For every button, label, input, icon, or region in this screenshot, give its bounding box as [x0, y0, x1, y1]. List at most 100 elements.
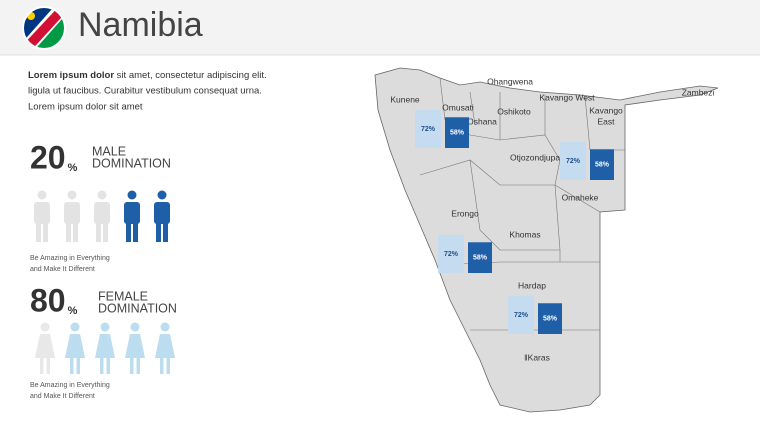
region-label: Khomas: [509, 229, 540, 239]
callout-bar: [508, 295, 534, 334]
region-label: Otjozondjupa: [510, 152, 560, 162]
callout-label: 72%: [421, 126, 436, 133]
female-icon: [35, 322, 55, 374]
region-label: Kunene: [390, 94, 420, 104]
region-label: Hardap: [518, 280, 546, 290]
icon-body: [124, 202, 140, 224]
region-borders: [419, 77, 625, 331]
stat-unit: %: [68, 305, 78, 317]
male-icon: [34, 190, 50, 242]
icon-leg: [166, 358, 170, 374]
callout-label: 58%: [450, 129, 465, 136]
icon-head: [160, 322, 170, 332]
intro-text: sit amet, consectetur adipiscing elit.: [114, 70, 267, 81]
callout-bar: [590, 149, 614, 180]
icon-leg: [36, 220, 41, 242]
callout-label: 72%: [514, 312, 529, 319]
icon-leg: [96, 220, 101, 242]
icon-leg: [156, 220, 161, 242]
male-icon: [124, 190, 140, 242]
callout-bar: [468, 242, 492, 273]
stat-caption: Be Amazing in Everything: [30, 382, 110, 389]
callout-label: 58%: [543, 315, 558, 322]
icon-leg: [163, 220, 168, 242]
icon-head: [67, 190, 77, 200]
stat-label: DOMINATION: [98, 301, 177, 315]
flag: [22, 6, 66, 50]
stat-value: 20: [30, 139, 66, 175]
region-label: Kavango West: [539, 92, 595, 102]
region-label: Omusati: [442, 102, 474, 112]
icon-body: [154, 202, 170, 224]
icon-body: [94, 202, 110, 224]
icon-head: [127, 190, 137, 200]
callout-bar: [415, 109, 441, 148]
callout-bar: [538, 303, 562, 334]
stat-caption: and Make It Different: [30, 393, 95, 400]
region-label: Ohangwena: [487, 76, 533, 86]
region-label: ǁKaras: [524, 352, 550, 362]
icon-head: [40, 322, 50, 332]
stat-label: MALE: [92, 144, 126, 158]
callout-label: 72%: [566, 158, 581, 165]
female-icon: [125, 322, 145, 374]
title: Namibia: [78, 6, 203, 44]
intro-line: ligula ut faucibus. Curabitur vestibulum…: [28, 86, 262, 97]
icon-leg: [100, 358, 104, 374]
region-label: Kavango: [589, 105, 623, 115]
female-icon: [155, 322, 175, 374]
icon-body: [65, 334, 85, 358]
region-label: Oshana: [467, 116, 497, 126]
stat-label: FEMALE: [98, 289, 148, 303]
callout-bar: [445, 117, 469, 148]
region-label: Zambezi: [682, 87, 715, 97]
icon-leg: [73, 220, 78, 242]
callout-label: 58%: [473, 254, 488, 261]
female-icon: [95, 322, 115, 374]
icon-body: [64, 202, 80, 224]
region-label: East: [597, 116, 615, 126]
header-band: [0, 0, 760, 55]
icon-leg: [103, 220, 108, 242]
icon-leg: [126, 220, 131, 242]
icon-leg: [76, 358, 80, 374]
icon-leg: [46, 358, 50, 374]
icon-head: [157, 190, 167, 200]
female-icon: [65, 322, 85, 374]
icon-head: [130, 322, 140, 332]
stat-unit: %: [68, 162, 78, 174]
callout-bar: [560, 141, 586, 180]
region-label: Omaheke: [562, 192, 599, 202]
icon-head: [100, 322, 110, 332]
stat-value: 80: [30, 282, 66, 318]
icon-leg: [136, 358, 140, 374]
callout-bar: [438, 234, 464, 273]
callout-label: 58%: [595, 161, 610, 168]
icon-leg: [70, 358, 74, 374]
icon-head: [70, 322, 80, 332]
icon-leg: [40, 358, 44, 374]
icon-body: [34, 202, 50, 224]
icon-body: [95, 334, 115, 358]
intro-bold: Lorem ipsum dolor: [28, 70, 114, 81]
icon-leg: [160, 358, 164, 374]
icon-head: [37, 190, 47, 200]
country-map: [374, 67, 719, 413]
icon-leg: [130, 358, 134, 374]
icon-leg: [106, 358, 110, 374]
intro-line: Lorem ipsum dolor sit amet, consectetur …: [28, 70, 267, 81]
region-label: Erongo: [451, 208, 479, 218]
icon-leg: [43, 220, 48, 242]
intro-line: Lorem ipsum dolor sit amet: [28, 102, 143, 113]
callout-label: 72%: [444, 251, 459, 258]
male-icon: [154, 190, 170, 242]
icon-body: [125, 334, 145, 358]
stat-caption: and Make It Different: [30, 266, 95, 273]
icon-body: [35, 334, 55, 358]
icon-head: [97, 190, 107, 200]
stat-caption: Be Amazing in Everything: [30, 255, 110, 262]
icon-body: [155, 334, 175, 358]
icon-leg: [133, 220, 138, 242]
icon-leg: [66, 220, 71, 242]
